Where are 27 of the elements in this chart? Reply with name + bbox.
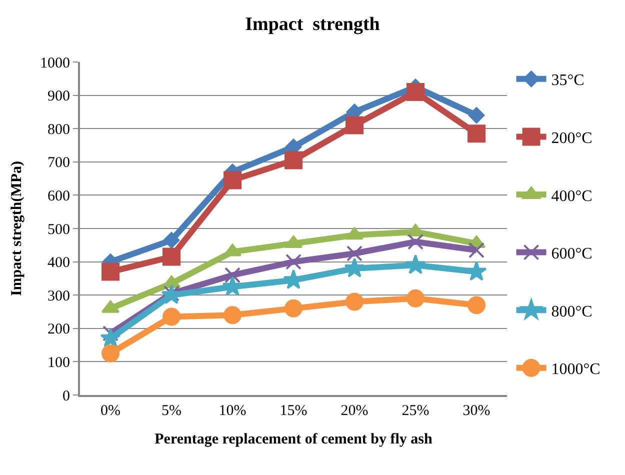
legend-label: 600°C [551, 246, 592, 263]
y-tick-label: 1000 [40, 55, 70, 72]
y-tick-label: 100 [48, 354, 70, 371]
x-tick-label: 5% [162, 403, 182, 419]
x-tick-label: 20% [340, 403, 368, 419]
legend-label: 1000°C [551, 361, 600, 378]
legend-label: 800°C [551, 303, 592, 320]
y-tick-label: 600 [48, 188, 70, 204]
y-tick-label: 800 [48, 122, 70, 138]
y-tick-label: 200 [48, 322, 70, 338]
x-axis-title: Perentage replacement of cement by fly ash [154, 432, 434, 448]
x-tick-label: 25% [402, 403, 430, 419]
y-tick-label: 300 [48, 288, 70, 304]
x-tick-label: 15% [280, 403, 308, 419]
y-tick-label: 700 [48, 155, 70, 172]
y-tick-label: 900 [48, 88, 70, 105]
legend-label: 400°C [551, 188, 592, 205]
x-tick-label: 30% [462, 403, 490, 419]
legend-label: 35°C [551, 72, 584, 90]
x-tick-label: 0% [100, 403, 120, 419]
chart-title: Impact strength [245, 14, 380, 35]
y-tick-label: 400 [48, 255, 70, 272]
y-axis-title: Impact stregth(MPa) [8, 160, 25, 296]
legend-label: 200°C [551, 130, 592, 147]
y-tick-label: 0 [62, 388, 70, 404]
y-tick-label: 500 [48, 222, 70, 238]
x-tick-label: 10% [218, 403, 246, 419]
